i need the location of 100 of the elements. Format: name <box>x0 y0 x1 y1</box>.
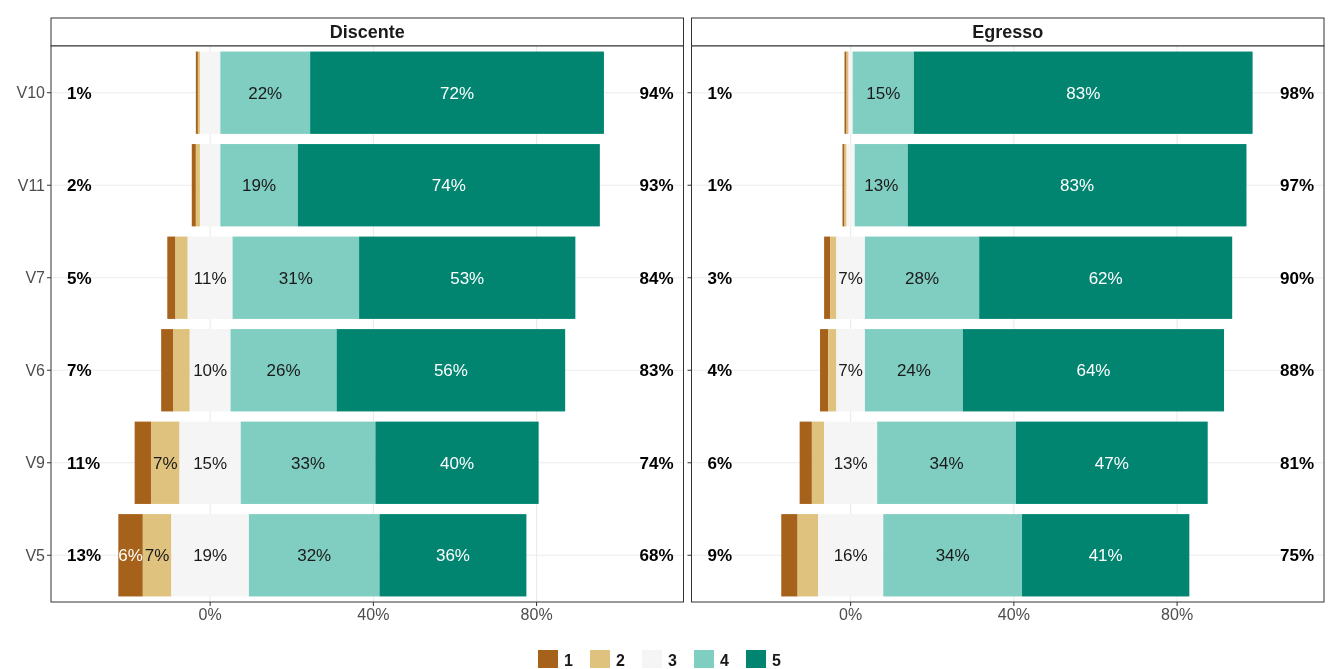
annotation: 1% <box>707 176 733 196</box>
y-tick-label: V11 <box>17 176 46 194</box>
bar <box>175 236 188 319</box>
y-tick-label: V7 <box>25 269 46 287</box>
data-label: 53% <box>450 268 485 288</box>
annotation: 88% <box>1279 361 1314 381</box>
chart-title: Egresso <box>972 22 1044 43</box>
data-label: 6% <box>118 546 143 566</box>
data-label: 40% <box>440 453 475 473</box>
annotation: 97% <box>1279 176 1314 196</box>
annotation: 90% <box>1279 268 1314 288</box>
bar <box>864 329 963 412</box>
annotation: 83% <box>639 361 674 381</box>
legend-label: 1 <box>564 651 573 669</box>
data-label: 83% <box>1060 176 1095 196</box>
legend-label: 5 <box>772 651 781 669</box>
x-tick-label: 0% <box>198 606 222 623</box>
annotation: 93% <box>639 176 674 196</box>
annotation: 74% <box>639 453 674 473</box>
annotation: 68% <box>639 546 674 566</box>
bar <box>799 421 812 504</box>
bar <box>979 236 1233 319</box>
bar <box>297 144 600 227</box>
annotation: 1% <box>707 83 733 103</box>
data-label: 31% <box>278 268 313 288</box>
bar <box>864 236 980 319</box>
data-label: 36% <box>435 546 470 566</box>
bar <box>359 236 576 319</box>
data-label: 7% <box>152 453 178 473</box>
data-label: 19% <box>193 546 228 566</box>
annotation: 75% <box>1279 546 1314 566</box>
x-tick-label: 0% <box>839 606 863 623</box>
annotation: 81% <box>1279 453 1314 473</box>
bar <box>310 51 604 134</box>
bar <box>830 236 837 319</box>
bar <box>811 421 825 504</box>
data-label: 7% <box>144 546 170 566</box>
legend-label: 3 <box>668 651 677 669</box>
data-label: 15% <box>866 83 901 103</box>
bar <box>134 421 151 504</box>
bar <box>167 236 176 319</box>
data-label: 47% <box>1094 453 1129 473</box>
annotation: 4% <box>707 361 733 381</box>
data-label: 10% <box>193 361 228 381</box>
annotation: 2% <box>67 176 92 196</box>
data-label: 72% <box>440 83 475 103</box>
data-label: 41% <box>1088 546 1123 566</box>
bar <box>907 144 1247 227</box>
bar <box>883 514 1023 597</box>
bar <box>797 514 818 597</box>
annotation: 3% <box>707 268 733 288</box>
annotation: 5% <box>67 268 92 288</box>
annotation: 94% <box>639 83 674 103</box>
data-label: 64% <box>1076 361 1111 381</box>
legend-label: 4 <box>720 651 729 669</box>
bar <box>161 329 174 412</box>
bar <box>379 514 527 597</box>
bar <box>913 51 1253 134</box>
annotation: 84% <box>639 268 674 288</box>
data-label: 74% <box>431 176 466 196</box>
data-label: 7% <box>838 361 863 381</box>
y-tick-label: V5 <box>25 546 46 564</box>
bar <box>820 329 829 412</box>
data-label: 15% <box>193 453 228 473</box>
annotation: 9% <box>707 546 733 566</box>
data-label: 28% <box>905 268 940 288</box>
data-label: 33% <box>291 453 326 473</box>
y-tick-label: V6 <box>25 361 46 379</box>
x-tick-label: 40% <box>357 606 390 623</box>
bar <box>824 236 831 319</box>
bar <box>191 144 196 227</box>
data-label: 56% <box>433 361 468 381</box>
bar <box>118 514 143 597</box>
data-label: 26% <box>266 361 301 381</box>
x-tick-label: 80% <box>520 606 553 623</box>
data-label: 16% <box>833 546 868 566</box>
data-label: 7% <box>838 268 863 288</box>
data-label: 34% <box>929 453 964 473</box>
data-label: 62% <box>1088 268 1123 288</box>
y-tick-label: V10 <box>16 84 46 102</box>
y-tick-label: V9 <box>25 454 46 472</box>
data-label: 13% <box>864 176 899 196</box>
annotation: 1% <box>67 83 92 103</box>
bar <box>852 51 914 134</box>
bar <box>877 421 1016 504</box>
bar <box>962 329 1225 412</box>
bar <box>1015 421 1208 504</box>
legend-label: 2 <box>616 651 625 669</box>
bar <box>195 144 200 227</box>
data-label: 32% <box>297 546 332 566</box>
bar <box>336 329 566 412</box>
x-tick-label: 80% <box>1161 606 1194 623</box>
annotation: 7% <box>67 361 92 381</box>
bar <box>375 421 539 504</box>
annotation: 11% <box>67 453 101 473</box>
bar <box>781 514 798 597</box>
bar <box>1022 514 1190 597</box>
annotation: 98% <box>1279 83 1314 103</box>
annotation: 13% <box>67 546 102 566</box>
annotation: 6% <box>707 453 733 473</box>
